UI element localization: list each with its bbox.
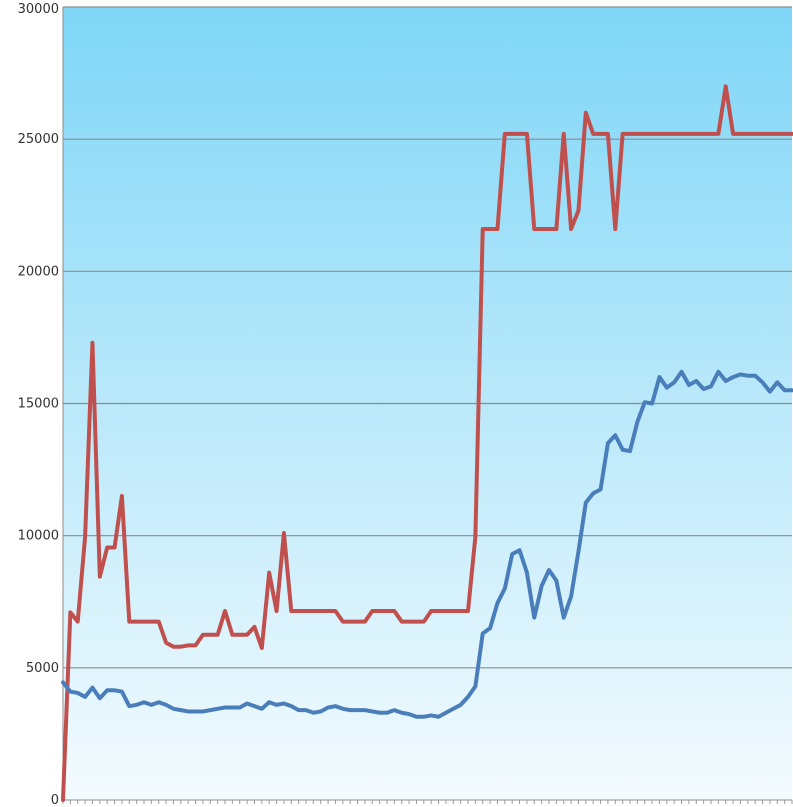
series-line-2	[61, 369, 793, 719]
y-tick-label: 5000	[26, 661, 59, 676]
x-axis-ticks	[62, 800, 793, 804]
series-line-1	[61, 84, 793, 802]
gridlines	[62, 6, 792, 801]
y-tick-label: 10000	[18, 529, 59, 544]
series-lines	[61, 84, 793, 802]
y-tick-label: 0	[51, 793, 59, 807]
y-tick-label: 30000	[18, 2, 59, 17]
y-tick-label: 25000	[18, 132, 59, 147]
y-axis-labels: 0 5000 10000 15000 20000 25000 30000	[18, 2, 59, 807]
y-tick-label: 15000	[18, 397, 59, 412]
y-tick-label: 20000	[18, 264, 59, 279]
